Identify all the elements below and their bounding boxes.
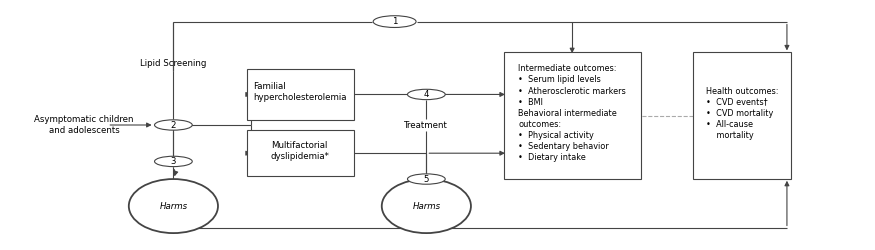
Circle shape [155, 120, 192, 130]
Text: Multifactorial
dyslipidemia*: Multifactorial dyslipidemia* [271, 141, 330, 161]
FancyBboxPatch shape [247, 130, 354, 176]
Text: Health outcomes:
•  CVD events†
•  CVD mortality
•  All-cause
    mortality: Health outcomes: • CVD events† • CVD mor… [705, 86, 778, 140]
Circle shape [155, 156, 192, 166]
Text: Treatment: Treatment [404, 120, 448, 130]
Text: 3: 3 [171, 157, 176, 166]
Text: Asymptomatic children
and adolescents: Asymptomatic children and adolescents [34, 115, 134, 135]
Text: 4: 4 [424, 90, 429, 99]
Text: 1: 1 [392, 17, 397, 26]
Circle shape [374, 16, 416, 28]
Text: 5: 5 [424, 174, 429, 184]
FancyBboxPatch shape [693, 52, 791, 179]
Text: Lipid Screening: Lipid Screening [140, 60, 206, 68]
Circle shape [408, 89, 445, 100]
Ellipse shape [382, 179, 471, 233]
Circle shape [408, 174, 445, 184]
Text: Familial
hypercholesterolemia: Familial hypercholesterolemia [254, 82, 347, 102]
Ellipse shape [129, 179, 218, 233]
Text: Harms: Harms [159, 202, 187, 210]
Text: 2: 2 [171, 120, 176, 130]
FancyBboxPatch shape [247, 68, 354, 120]
Text: Intermediate outcomes:
•  Serum lipid levels
•  Atherosclerotic markers
•  BMI
B: Intermediate outcomes: • Serum lipid lev… [518, 64, 626, 162]
FancyBboxPatch shape [503, 52, 640, 179]
Text: Harms: Harms [412, 202, 440, 210]
